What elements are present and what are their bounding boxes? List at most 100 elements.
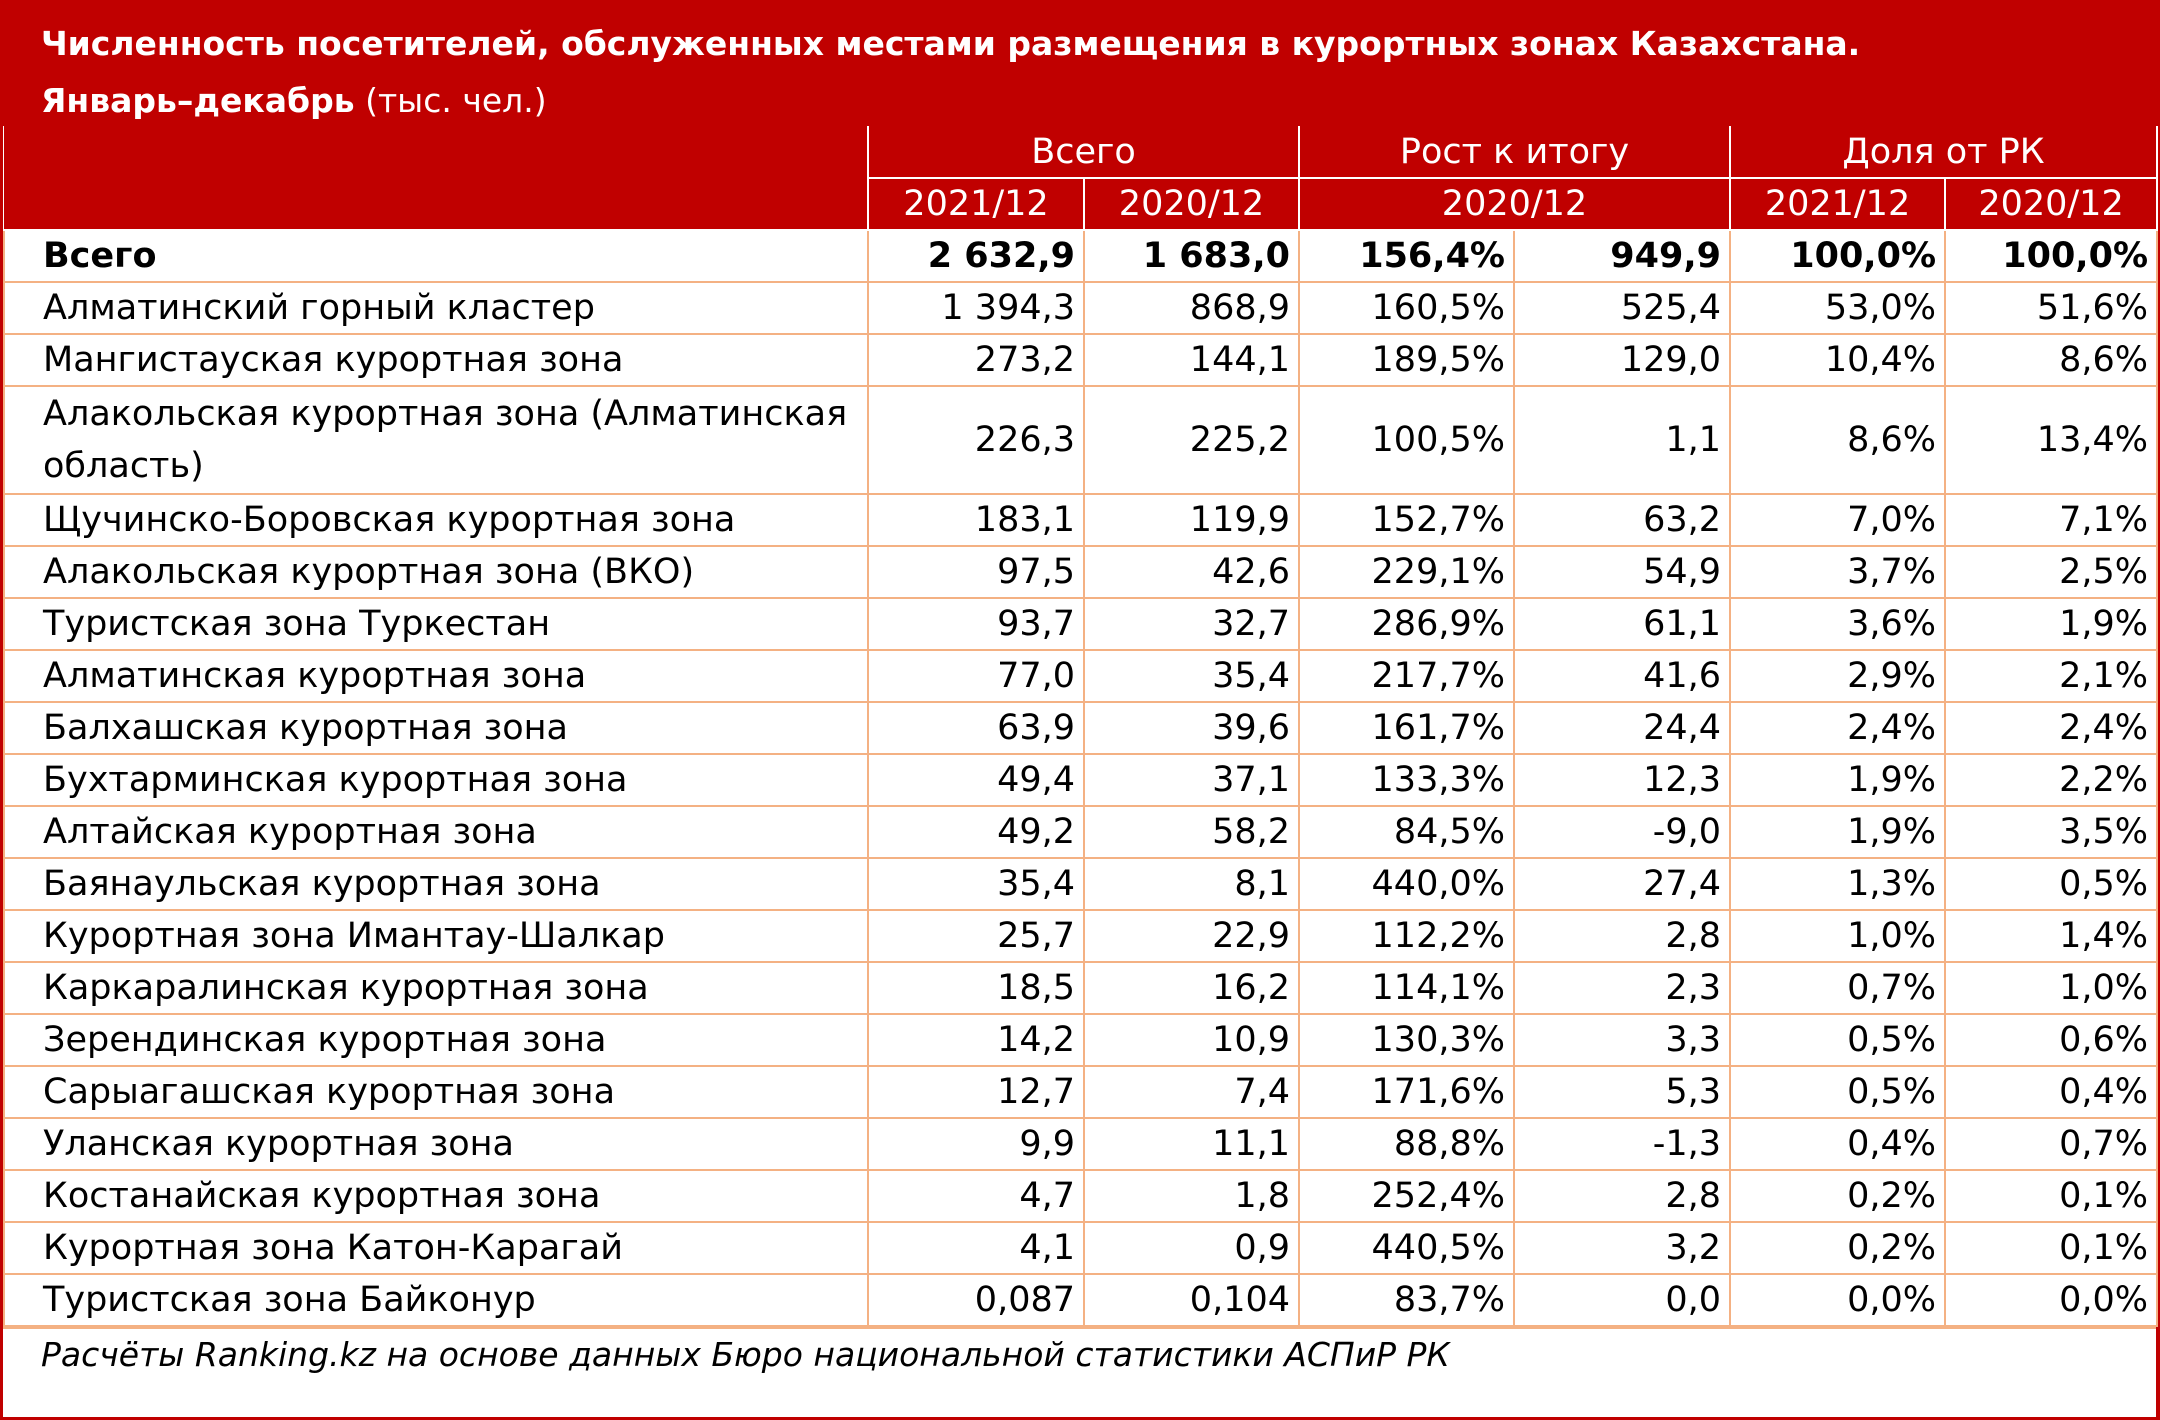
cell-growth-pct: 114,1% bbox=[1298, 961, 1515, 1015]
cell-share2021: 0,7% bbox=[1729, 961, 1947, 1015]
title-line-2: Январь–декабрь (тыс. чел.) bbox=[41, 72, 2156, 129]
row-name: Алматинская курортная зона bbox=[3, 649, 869, 703]
header-total-2021: 2021/12 bbox=[867, 178, 1085, 231]
row-name: Алматинский горный кластер bbox=[3, 281, 869, 335]
cell-share2020: 13,4% bbox=[1944, 385, 2159, 495]
cell-v2021: 63,9 bbox=[867, 701, 1085, 755]
cell-growth-abs: -1,3 bbox=[1512, 1117, 1732, 1171]
table-row: Костанайская курортная зона 4,7 1,8 252,4% 2… bbox=[3, 1169, 2159, 1223]
cell-growth-pct: 133,3% bbox=[1298, 753, 1515, 807]
cell-growth-abs: 525,4 bbox=[1512, 281, 1732, 335]
cell-share2021: 1,9% bbox=[1729, 753, 1947, 807]
cell-growth-pct: 160,5% bbox=[1298, 281, 1515, 335]
cell-growth-abs: 2,8 bbox=[1512, 1169, 1732, 1223]
cell-growth-abs: 3,3 bbox=[1512, 1013, 1732, 1067]
cell-growth-pct: 152,7% bbox=[1298, 493, 1515, 547]
title-unit: (тыс. чел.) bbox=[354, 81, 547, 120]
row-name: Алтайская курортная зона bbox=[3, 805, 869, 859]
cell-v2021: 273,2 bbox=[867, 333, 1085, 387]
cell-v2021: 0,087 bbox=[867, 1273, 1085, 1327]
header-total-2020: 2020/12 bbox=[1083, 178, 1300, 231]
row-name: Уланская курортная зона bbox=[3, 1117, 869, 1171]
cell-share2020: 8,6% bbox=[1944, 333, 2159, 387]
cell-growth-pct: 440,5% bbox=[1298, 1221, 1515, 1275]
cell-share2020: 0,1% bbox=[1944, 1169, 2159, 1223]
cell-growth-pct: 88,8% bbox=[1298, 1117, 1515, 1171]
row-name: Туристская зона Туркестан bbox=[3, 597, 869, 651]
table-row: Курортная зона Имантау-Шалкар 25,7 22,9 112… bbox=[3, 909, 2159, 963]
cell-v2020: 7,4 bbox=[1083, 1065, 1300, 1119]
header-group-total: Всего bbox=[867, 126, 1300, 179]
cell-v2020: 35,4 bbox=[1083, 649, 1300, 703]
cell-v2021: 25,7 bbox=[867, 909, 1085, 963]
cell-share2021: 1,9% bbox=[1729, 805, 1947, 859]
cell-share2021: 100,0% bbox=[1729, 229, 1947, 283]
cell-share2021: 7,0% bbox=[1729, 493, 1947, 547]
cell-growth-abs: 0,0 bbox=[1512, 1273, 1732, 1327]
cell-v2021: 226,3 bbox=[867, 385, 1085, 495]
cell-growth-pct: 83,7% bbox=[1298, 1273, 1515, 1327]
cell-share2021: 53,0% bbox=[1729, 281, 1947, 335]
row-name: Каркаралинская курортная зона bbox=[3, 961, 869, 1015]
cell-share2020: 0,4% bbox=[1944, 1065, 2159, 1119]
cell-v2020: 868,9 bbox=[1083, 281, 1300, 335]
cell-growth-pct: 189,5% bbox=[1298, 333, 1515, 387]
cell-v2020: 225,2 bbox=[1083, 385, 1300, 495]
cell-growth-pct: 440,0% bbox=[1298, 857, 1515, 911]
table-row: Каркаралинская курортная зона 18,5 16,2 114… bbox=[3, 961, 2159, 1015]
cell-growth-pct: 286,9% bbox=[1298, 597, 1515, 651]
cell-growth-abs: 129,0 bbox=[1512, 333, 1732, 387]
table-row: Алакольская курортная зона (Алматинская … bbox=[3, 385, 2159, 495]
cell-growth-abs: 12,3 bbox=[1512, 753, 1732, 807]
cell-share2020: 2,5% bbox=[1944, 545, 2159, 599]
cell-v2021: 9,9 bbox=[867, 1117, 1085, 1171]
header-row-years: 2021/12 2020/12 2020/12 2021/12 2020/12 bbox=[4, 178, 2159, 231]
cell-v2020: 144,1 bbox=[1083, 333, 1300, 387]
cell-growth-pct: 171,6% bbox=[1298, 1065, 1515, 1119]
cell-v2021: 4,7 bbox=[867, 1169, 1085, 1223]
table-row: Щучинско-Боровская курортная зона 183,1 11… bbox=[3, 493, 2159, 547]
row-name: Балхашская курортная зона bbox=[3, 701, 869, 755]
cell-share2021: 0,5% bbox=[1729, 1065, 1947, 1119]
total-row: Всего 2 632,9 1 683,0 156,4% 949,9 100,0% 100,… bbox=[3, 229, 2159, 283]
cell-share2020: 0,6% bbox=[1944, 1013, 2159, 1067]
cell-growth-abs: 5,3 bbox=[1512, 1065, 1732, 1119]
cell-share2021: 10,4% bbox=[1729, 333, 1947, 387]
cell-v2020: 8,1 bbox=[1083, 857, 1300, 911]
cell-share2020: 1,9% bbox=[1944, 597, 2159, 651]
cell-share2021: 1,0% bbox=[1729, 909, 1947, 963]
visitors-table: Всего Рост к итогу Доля от РК 2021/12 20… bbox=[3, 126, 2159, 1327]
header-group-growth: Рост к итогу bbox=[1297, 126, 1732, 179]
header-blank bbox=[4, 126, 869, 231]
cell-v2020: 37,1 bbox=[1083, 753, 1300, 807]
table-row: Зерендинская курортная зона 14,2 10,9 130,3… bbox=[3, 1013, 2159, 1067]
row-name: Зерендинская курортная зона bbox=[3, 1013, 869, 1067]
cell-v2020: 32,7 bbox=[1083, 597, 1300, 651]
cell-share2021: 8,6% bbox=[1729, 385, 1947, 495]
cell-v2020: 0,104 bbox=[1083, 1273, 1300, 1327]
row-name: Алакольская курортная зона (Алматинская … bbox=[3, 385, 869, 495]
row-name: Костанайская курортная зона bbox=[3, 1169, 869, 1223]
row-name: Курортная зона Катон-Карагай bbox=[3, 1221, 869, 1275]
cell-growth-abs: 2,3 bbox=[1512, 961, 1732, 1015]
table-row: Алматинская курортная зона 77,0 35,4 217,7%… bbox=[3, 649, 2159, 703]
cell-v2021: 77,0 bbox=[867, 649, 1085, 703]
cell-share2021: 0,2% bbox=[1729, 1221, 1947, 1275]
title-line-1: Численность посетителей, обслуженных мес… bbox=[41, 24, 1861, 63]
cell-share2020: 2,1% bbox=[1944, 649, 2159, 703]
cell-v2021: 18,5 bbox=[867, 961, 1085, 1015]
cell-growth-abs: 54,9 bbox=[1512, 545, 1732, 599]
cell-growth-abs: -9,0 bbox=[1512, 805, 1732, 859]
table-row: Уланская курортная зона 9,9 11,1 88,8% -1,3 0… bbox=[3, 1117, 2159, 1171]
cell-v2021: 49,4 bbox=[867, 753, 1085, 807]
cell-share2021: 2,9% bbox=[1729, 649, 1947, 703]
cell-v2021: 97,5 bbox=[867, 545, 1085, 599]
cell-share2021: 2,4% bbox=[1729, 701, 1947, 755]
header-share-2021: 2021/12 bbox=[1729, 178, 1947, 231]
cell-v2021: 35,4 bbox=[867, 857, 1085, 911]
header-row-groups: Всего Рост к итогу Доля от РК bbox=[4, 126, 2159, 231]
row-name: Баянаульская курортная зона bbox=[3, 857, 869, 911]
table-row: Мангистауская курортная зона 273,2 144,1 18… bbox=[3, 333, 2159, 387]
cell-growth-abs: 949,9 bbox=[1512, 229, 1732, 283]
cell-growth-pct: 229,1% bbox=[1298, 545, 1515, 599]
